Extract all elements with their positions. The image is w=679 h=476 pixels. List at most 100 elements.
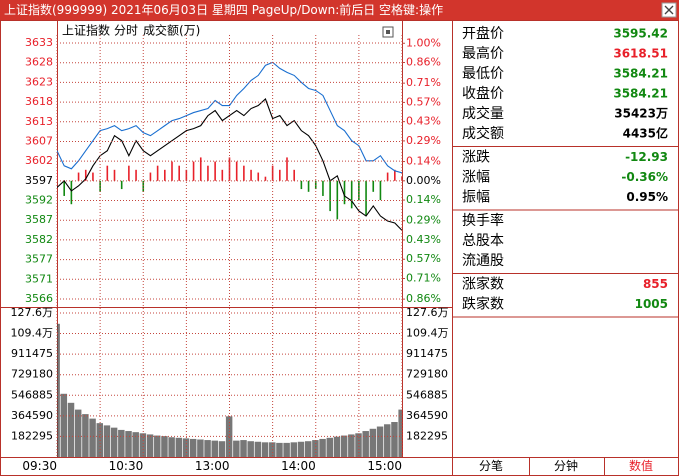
volume-bar	[110, 427, 118, 457]
price-chart	[57, 61, 402, 231]
breadth-bar	[307, 180, 310, 192]
volume-bar	[233, 440, 240, 457]
y-tick-label: 3566	[25, 292, 53, 305]
volume-bar	[89, 418, 96, 457]
stat-value: -0.36%	[621, 170, 668, 184]
breadth-bar	[350, 180, 353, 209]
chart-icon-dot[interactable]	[386, 30, 390, 34]
y-tick-label: 3571	[25, 272, 53, 285]
stat-value: 3595.42	[613, 27, 668, 41]
volume-bar	[154, 435, 161, 457]
y-tick-label: 3633	[25, 36, 53, 49]
window-title: 上证指数(999999) 2021年06月03日 星期四 PageUp/Down…	[4, 2, 443, 17]
volume-bar	[74, 409, 82, 457]
y-tick-label: 729180	[11, 368, 53, 381]
stat-label: 成交额	[462, 125, 504, 142]
y2-tick-label: 0.86%	[406, 292, 441, 305]
tab[interactable]: 分钟	[554, 458, 578, 473]
volume-bar	[161, 436, 168, 457]
stat-value: 3584.21	[613, 67, 668, 81]
volume-bar	[355, 433, 362, 457]
price-line	[57, 61, 402, 174]
volume-bar	[67, 402, 75, 457]
breadth-bar	[372, 180, 375, 192]
y-tick-label: 3597	[25, 174, 53, 187]
y2-tick-label: 911475	[406, 347, 448, 360]
stat-label: 涨家数	[462, 276, 504, 293]
breadth-bar	[358, 180, 360, 201]
breadth-bar	[192, 161, 195, 181]
volume-bar	[175, 437, 183, 457]
breadth-bar	[221, 169, 224, 181]
volume-bar	[333, 436, 341, 457]
breadth-bar	[300, 180, 303, 190]
volume-bar	[283, 442, 290, 457]
chart-icon[interactable]	[382, 26, 394, 38]
y-tick-label: 3613	[25, 115, 53, 128]
stat-label: 成交量	[462, 105, 504, 122]
volume-bar	[304, 441, 312, 457]
breadth-bar	[156, 165, 159, 181]
y2-tick-label: 0.86%	[406, 56, 441, 69]
volume-bar	[312, 440, 319, 457]
stat-value: 35423万	[614, 107, 668, 121]
breadth-bar	[135, 169, 137, 181]
stat-label: 最低价	[462, 66, 504, 82]
stat-value: 3618.51	[613, 47, 668, 61]
y2-tick-label: 0.14%	[406, 155, 441, 168]
y2-tick-label: 364590	[406, 409, 448, 422]
volume-bar	[362, 431, 369, 457]
breadth-bar	[314, 180, 317, 190]
volume-bar	[211, 440, 218, 457]
breadth-bar	[113, 169, 116, 181]
x-tick-label: 15:00	[367, 459, 402, 473]
y-tick-label: 546885	[11, 388, 53, 401]
tab[interactable]: 分笔	[479, 458, 503, 473]
stat-value: 1005	[635, 297, 668, 311]
stat-value: -12.93	[625, 150, 668, 164]
volume-bar	[319, 438, 326, 457]
breadth-bar	[214, 161, 216, 181]
breadth-bar	[120, 180, 123, 190]
y2-tick-label: 0.57%	[406, 95, 441, 108]
y2-tick-label: 0.71%	[406, 76, 441, 89]
breadth-bar	[70, 180, 73, 205]
breadth-bar	[171, 161, 173, 181]
volume-bar	[197, 439, 204, 457]
chart-header: 上证指数	[62, 23, 110, 38]
volume-bar	[118, 429, 125, 457]
breadth-bar	[293, 169, 295, 181]
breadth-bar	[329, 180, 331, 212]
price-line	[57, 98, 402, 231]
volume-bar	[218, 441, 226, 457]
stat-label: 收盘价	[462, 85, 504, 102]
y2-tick-label: 729180	[406, 368, 448, 381]
tab[interactable]: 数值	[629, 458, 653, 473]
y-tick-label: 364590	[11, 409, 53, 422]
y-tick-label: 3587	[25, 213, 53, 226]
y2-tick-label: 0.14%	[406, 193, 441, 206]
close-button[interactable]	[661, 2, 677, 18]
breadth-bar	[322, 180, 324, 196]
stat-value: 0.95%	[626, 190, 668, 204]
breadth-bar	[379, 180, 382, 201]
breadth-bar	[99, 180, 101, 192]
volume-bar	[189, 438, 197, 457]
y-tick-label: 109.4万	[11, 327, 54, 340]
breadth-bar	[199, 157, 202, 181]
y2-tick-label: 0.29%	[406, 214, 441, 227]
volume-bar	[398, 409, 402, 457]
chart-header: 分时	[114, 24, 138, 38]
volume-bar	[384, 424, 391, 457]
chart-header: 成交额(万)	[143, 23, 200, 38]
volume-bar	[57, 323, 60, 457]
y2-tick-label: 546885	[406, 388, 448, 401]
breadth-bar	[57, 169, 58, 181]
breadth-bar	[185, 169, 188, 181]
y-tick-label: 3582	[25, 233, 53, 246]
x-tick-label: 14:00	[281, 459, 316, 473]
volume-bar	[139, 433, 147, 457]
breadth-bar	[77, 172, 80, 181]
close-x[interactable]	[664, 5, 674, 15]
